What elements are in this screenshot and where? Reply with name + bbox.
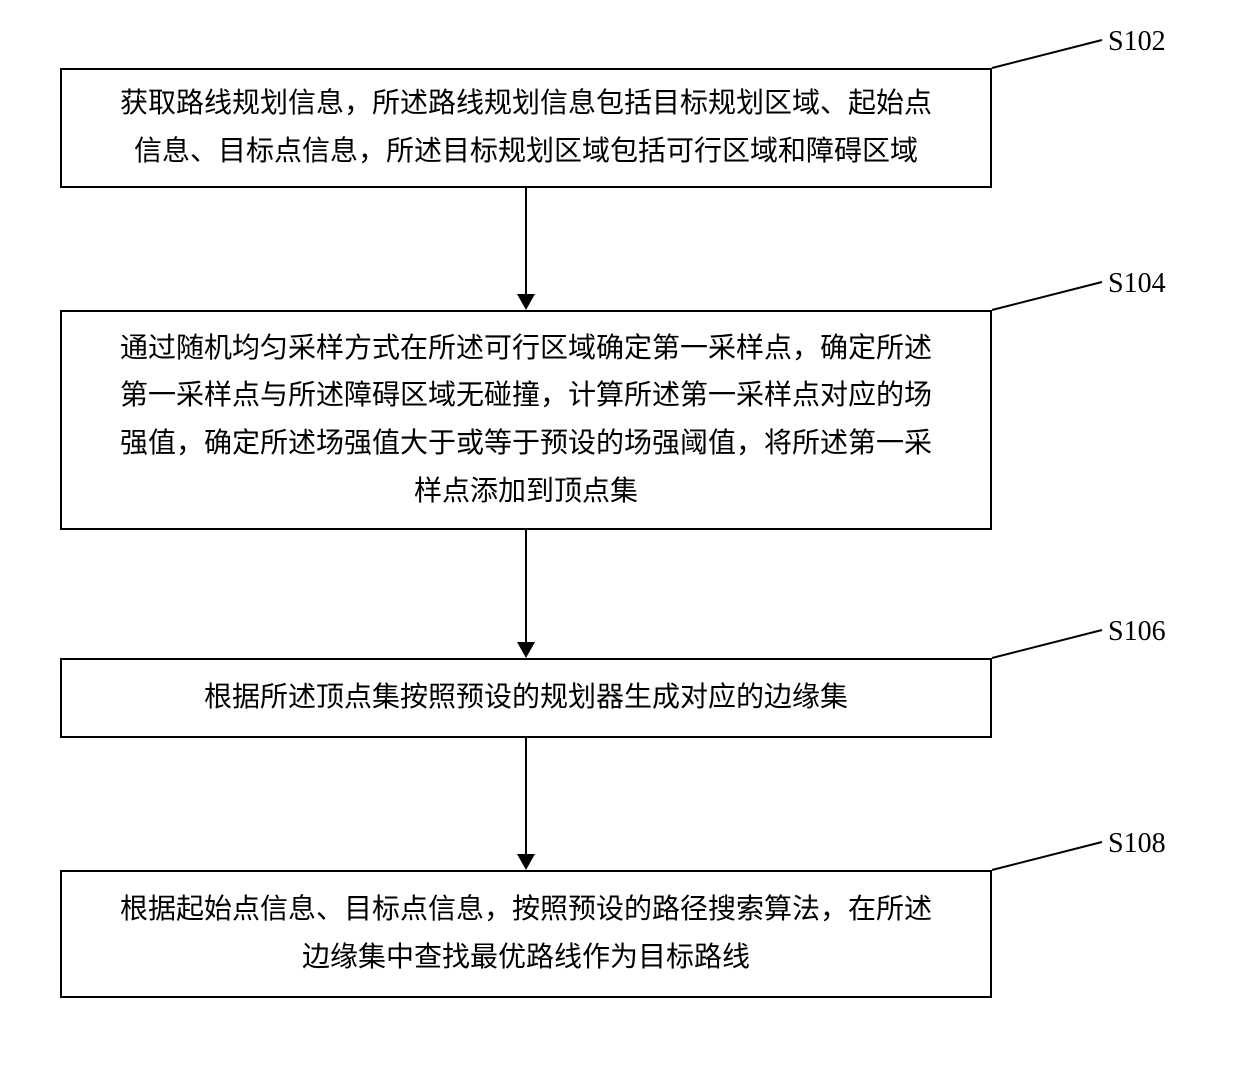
connector-3-line [525, 738, 527, 854]
step-s106-box: 根据所述顶点集按照预设的规划器生成对应的边缘集 [60, 658, 992, 738]
step-s108-text: 根据起始点信息、目标点信息，按照预设的路径搜索算法，在所述 边缘集中查找最优路线… [120, 886, 932, 981]
connector-3-arrow [517, 854, 535, 870]
step-s102-box: 获取路线规划信息，所述路线规划信息包括目标规划区域、起始点 信息、目标点信息，所… [60, 68, 992, 188]
flowchart-container: 获取路线规划信息，所述路线规划信息包括目标规划区域、起始点 信息、目标点信息，所… [0, 0, 1240, 1075]
step-s104-box: 通过随机均匀采样方式在所述可行区域确定第一采样点，确定所述 第一采样点与所述障碍… [60, 310, 992, 530]
connector-2-line [525, 530, 527, 642]
connector-1-line [525, 188, 527, 294]
step-s102-label: S102 [1108, 26, 1166, 58]
connector-2-arrow [517, 642, 535, 658]
step-s108-label: S108 [1108, 828, 1166, 860]
step-s108-box: 根据起始点信息、目标点信息，按照预设的路径搜索算法，在所述 边缘集中查找最优路线… [60, 870, 992, 998]
step-s106-label: S106 [1108, 616, 1166, 648]
step-s104-label: S104 [1108, 268, 1166, 300]
step-s106-text: 根据所述顶点集按照预设的规划器生成对应的边缘集 [204, 674, 848, 722]
step-s102-text: 获取路线规划信息，所述路线规划信息包括目标规划区域、起始点 信息、目标点信息，所… [120, 80, 932, 175]
connector-1-arrow [517, 294, 535, 310]
step-s104-text: 通过随机均匀采样方式在所述可行区域确定第一采样点，确定所述 第一采样点与所述障碍… [120, 325, 932, 515]
